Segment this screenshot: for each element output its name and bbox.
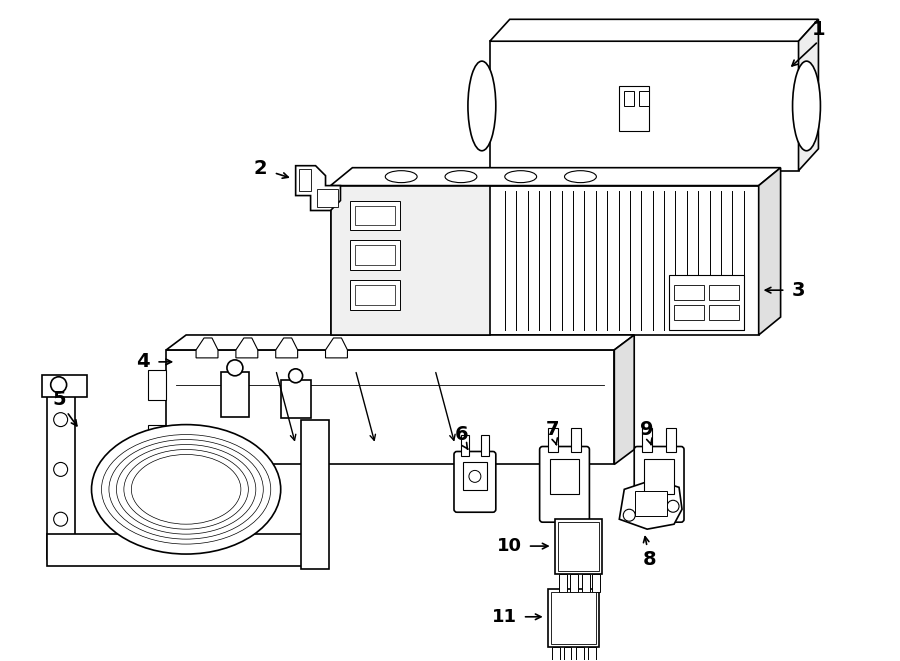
Bar	[554, 519, 602, 574]
Bar	[572, 428, 581, 453]
Polygon shape	[615, 335, 634, 465]
Bar	[669, 275, 743, 330]
Bar	[490, 41, 798, 171]
Bar	[639, 91, 649, 106]
Text: 8: 8	[643, 549, 656, 568]
Ellipse shape	[564, 171, 597, 182]
Circle shape	[469, 471, 481, 483]
Bar	[299, 169, 310, 190]
Bar	[350, 200, 400, 231]
Ellipse shape	[505, 171, 536, 182]
Bar	[547, 428, 557, 453]
Bar	[481, 434, 489, 457]
Text: 10: 10	[497, 537, 522, 555]
Polygon shape	[759, 168, 780, 335]
Bar	[571, 574, 579, 592]
Text: 2: 2	[254, 159, 267, 178]
Bar	[643, 428, 652, 453]
Bar	[563, 646, 572, 661]
Bar	[577, 646, 584, 661]
Bar	[551, 592, 597, 644]
Circle shape	[227, 360, 243, 376]
Bar	[709, 285, 739, 300]
Bar	[41, 375, 86, 397]
Text: 9: 9	[641, 420, 654, 439]
Text: 7: 7	[545, 420, 559, 439]
Text: 11: 11	[492, 608, 517, 626]
Circle shape	[289, 369, 302, 383]
Polygon shape	[166, 335, 634, 350]
Bar	[666, 428, 676, 453]
Polygon shape	[296, 166, 340, 210]
Ellipse shape	[468, 61, 496, 151]
Bar	[674, 305, 704, 320]
Polygon shape	[330, 168, 780, 186]
Bar	[356, 245, 395, 265]
Bar	[317, 188, 338, 206]
Bar	[582, 574, 590, 592]
Bar	[592, 574, 600, 592]
Polygon shape	[275, 338, 298, 358]
Circle shape	[54, 412, 68, 426]
Bar	[166, 350, 615, 465]
Bar	[350, 241, 400, 270]
Bar	[47, 390, 75, 559]
Bar	[148, 370, 166, 400]
Bar	[552, 646, 560, 661]
Bar	[557, 522, 599, 571]
Bar	[709, 305, 739, 320]
Bar	[47, 534, 326, 566]
Bar	[644, 459, 674, 494]
Bar	[559, 574, 566, 592]
Bar	[625, 91, 634, 106]
Text: 3: 3	[792, 281, 806, 299]
Bar	[330, 186, 759, 335]
FancyBboxPatch shape	[454, 451, 496, 512]
Ellipse shape	[445, 171, 477, 182]
Circle shape	[667, 500, 679, 512]
Polygon shape	[798, 19, 818, 171]
FancyBboxPatch shape	[540, 447, 590, 522]
Bar	[635, 491, 667, 516]
Circle shape	[624, 509, 635, 521]
Polygon shape	[619, 479, 682, 529]
Bar	[221, 372, 248, 416]
Ellipse shape	[92, 424, 281, 554]
Bar	[148, 424, 166, 455]
Polygon shape	[196, 338, 218, 358]
Bar	[356, 206, 395, 225]
Bar	[301, 420, 328, 569]
Bar	[281, 380, 310, 418]
Text: 5: 5	[53, 390, 67, 409]
Ellipse shape	[385, 171, 417, 182]
Polygon shape	[490, 19, 818, 41]
Circle shape	[54, 512, 68, 526]
Bar	[330, 186, 490, 335]
Bar	[350, 280, 400, 310]
Bar	[674, 285, 704, 300]
Bar	[356, 285, 395, 305]
Polygon shape	[326, 338, 347, 358]
Bar	[461, 434, 469, 457]
Polygon shape	[236, 338, 257, 358]
Bar	[550, 459, 580, 494]
Text: 6: 6	[455, 425, 469, 444]
Circle shape	[50, 377, 67, 393]
Bar	[547, 589, 599, 646]
Circle shape	[54, 463, 68, 477]
Text: 4: 4	[137, 352, 150, 371]
Bar	[619, 86, 649, 131]
Text: 1: 1	[812, 20, 825, 39]
FancyBboxPatch shape	[634, 447, 684, 522]
Bar	[589, 646, 597, 661]
Ellipse shape	[793, 61, 821, 151]
Bar	[463, 463, 487, 490]
